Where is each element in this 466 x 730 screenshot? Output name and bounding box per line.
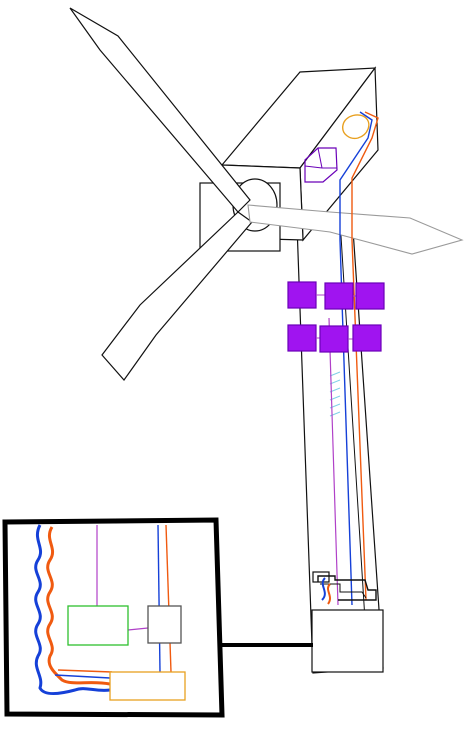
generator-unit — [342, 114, 370, 140]
cable-orange — [351, 111, 379, 601]
blade-bottom — [101, 211, 253, 381]
base-cabinet — [312, 571, 330, 583]
blade-right — [247, 204, 464, 255]
tower — [296, 214, 384, 674]
module-0-2 — [355, 282, 385, 310]
rotor-blades — [69, 7, 464, 381]
module-0-0 — [287, 281, 317, 309]
inset-cable-blue — [34, 524, 111, 695]
nacelle-components — [304, 114, 370, 183]
module-0-1 — [324, 282, 354, 310]
transformer — [109, 671, 186, 701]
controller — [147, 605, 182, 644]
inset-power-blue — [157, 524, 161, 673]
converter — [67, 605, 129, 646]
module-1-0 — [287, 324, 317, 352]
base-equipment — [312, 571, 377, 605]
inset-cable-orange — [46, 526, 111, 686]
module-1-1 — [319, 325, 349, 353]
module-1-2 — [352, 324, 382, 352]
inset-detail — [2, 517, 225, 718]
module-array — [287, 281, 385, 353]
cable-magenta — [328, 317, 339, 606]
blade-top — [69, 7, 251, 213]
tower-base — [311, 609, 384, 673]
inset-power-orange — [165, 524, 172, 673]
